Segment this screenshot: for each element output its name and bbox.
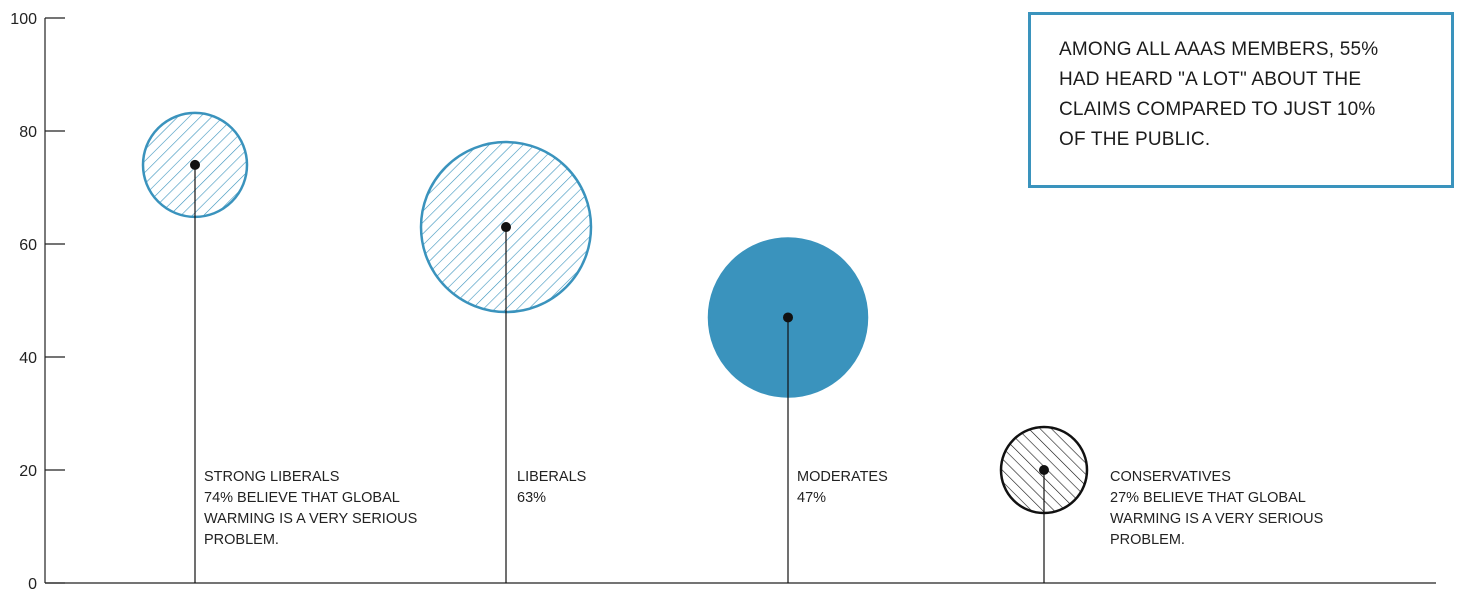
- y-tick-label: 20: [19, 463, 37, 480]
- data-point: [1039, 465, 1049, 475]
- callout-line: CLAIMS COMPARED TO JUST 10%: [1059, 99, 1376, 120]
- data-label-line: MODERATES: [797, 469, 888, 485]
- data-marks: STRONG LIBERALS 74% BELIEVE THAT GLOBAL WA…: [141, 111, 1323, 583]
- data-label: STRONG LIBERALS 74% BELIEVE THAT GLOBAL WA…: [204, 469, 417, 548]
- y-tick-label: 0: [28, 576, 37, 590]
- data-point: [783, 312, 793, 323]
- data-label-line: LIBERALS: [517, 469, 586, 485]
- data-label-line: 47%: [797, 490, 826, 506]
- callout-box: AMONG ALL AAAS MEMBERS, 55% HAD HEARD "A…: [1028, 12, 1454, 188]
- data-label-line: 74% BELIEVE THAT GLOBAL: [204, 490, 400, 506]
- data-label-line: 63%: [517, 490, 546, 506]
- data-label-line: WARMING IS A VERY SERIOUS: [204, 511, 417, 527]
- data-label-line: STRONG LIBERALS: [204, 469, 339, 485]
- data-label: LIBERALS 63%: [517, 469, 586, 506]
- callout-line: HAD HEARD "A LOT" ABOUT THE: [1059, 69, 1362, 90]
- data-label-line: CONSERVATIVES: [1110, 469, 1231, 485]
- y-tick-label: 100: [10, 11, 37, 28]
- data-label-line: PROBLEM.: [1110, 532, 1185, 548]
- y-tick-label: 60: [19, 237, 37, 254]
- y-axis: 0 20 40 60 80 100: [10, 11, 1436, 590]
- data-label-line: 27% BELIEVE THAT GLOBAL: [1110, 490, 1306, 506]
- data-point: [190, 159, 200, 170]
- data-point: [501, 222, 511, 233]
- callout-line: AMONG ALL AAAS MEMBERS, 55%: [1059, 39, 1379, 60]
- data-label: MODERATES 47%: [797, 469, 888, 506]
- data-label: CONSERVATIVES 27% BELIEVE THAT GLOBAL WARM…: [1110, 469, 1323, 548]
- y-tick-label: 80: [19, 124, 37, 141]
- data-label-line: WARMING IS A VERY SERIOUS: [1110, 511, 1323, 527]
- data-label-line: PROBLEM.: [204, 532, 279, 548]
- callout-line: OF THE PUBLIC.: [1059, 129, 1211, 150]
- y-tick-label: 40: [19, 350, 37, 367]
